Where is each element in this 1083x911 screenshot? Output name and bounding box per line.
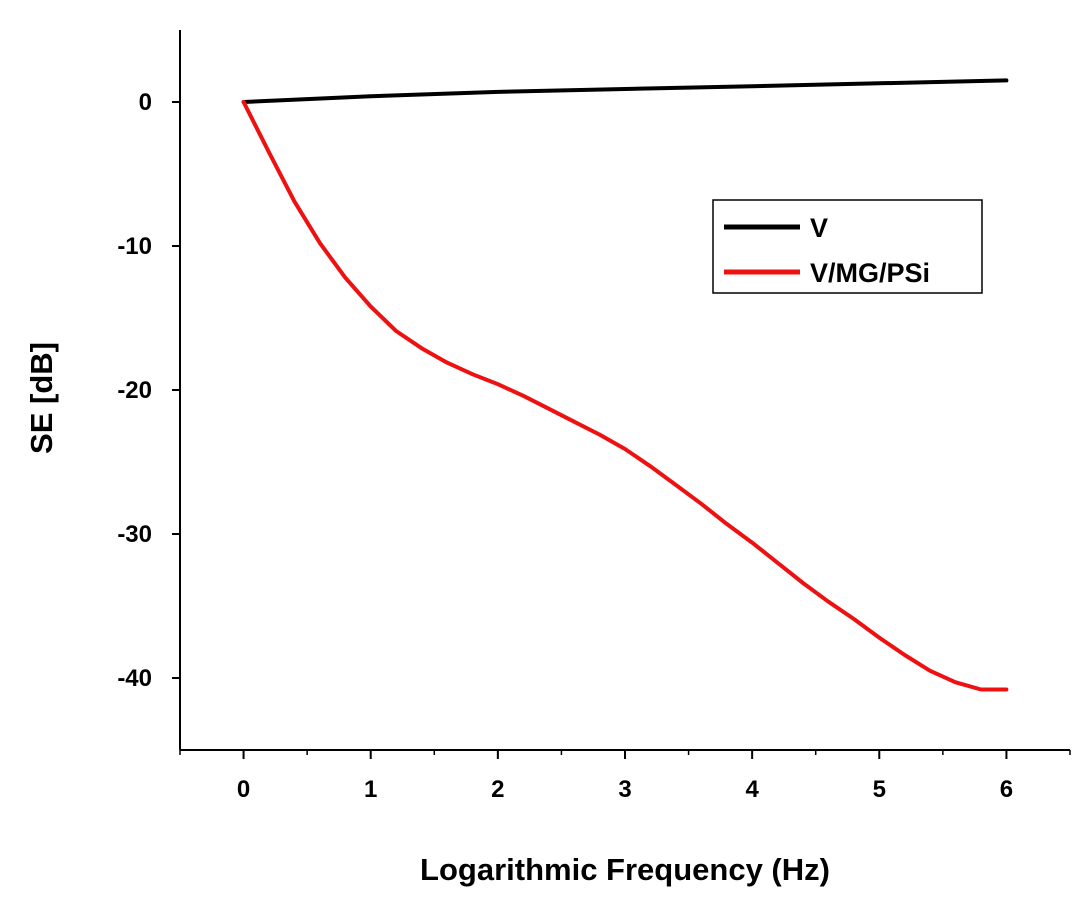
x-tick-label: 4 bbox=[745, 776, 759, 803]
legend-label-v: V bbox=[810, 213, 828, 243]
series-layer bbox=[241, 78, 1009, 692]
y-tick-label: -40 bbox=[117, 665, 152, 692]
x-tick-label: 2 bbox=[491, 776, 504, 803]
series-line-v-mg-psi bbox=[241, 100, 1009, 692]
legend-label-v-mg-psi: V/MG/PSi bbox=[810, 258, 930, 288]
x-tick-label: 5 bbox=[873, 776, 886, 803]
x-tick-label: 0 bbox=[237, 776, 250, 803]
x-tick-label: 3 bbox=[618, 776, 631, 803]
x-tick-label: 1 bbox=[364, 776, 377, 803]
series-line-v bbox=[241, 78, 1009, 104]
y-tick-label: 0 bbox=[139, 89, 152, 116]
y-axis-title: SE [dB] bbox=[24, 342, 59, 454]
y-axis-ticks: 0 -10 -20 -30 -40 bbox=[117, 89, 180, 692]
x-axis-title: Logarithmic Frequency (Hz) bbox=[420, 852, 830, 887]
y-tick-label: -10 bbox=[117, 233, 152, 260]
y-tick-label: -20 bbox=[117, 377, 152, 404]
axes bbox=[179, 30, 1070, 751]
x-axis-ticks: 0 1 2 3 4 5 6 bbox=[179, 750, 1071, 803]
legend-box bbox=[712, 199, 983, 294]
legend: V V/MG/PSi bbox=[712, 199, 983, 294]
y-tick-label: -30 bbox=[117, 521, 152, 548]
x-tick-label: 6 bbox=[1000, 776, 1013, 803]
